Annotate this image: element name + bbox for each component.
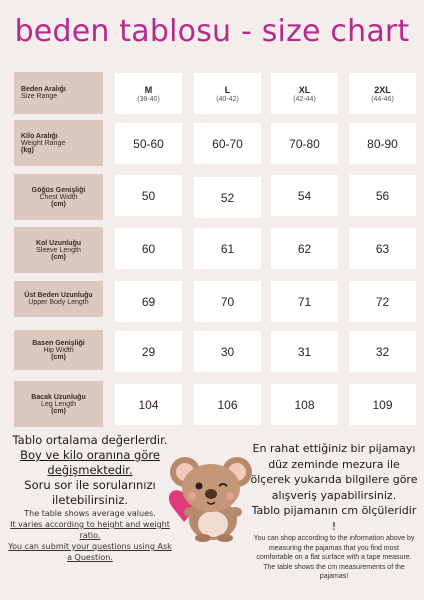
note-cm-en: The table shows the cm measurements of t…: [263, 563, 405, 581]
value-cell: 72: [349, 281, 416, 322]
value-cell: 29: [115, 331, 182, 372]
row-label-en: Weight Range: [21, 139, 66, 147]
note-height-weight-en: It varies according to height and weight…: [10, 520, 170, 540]
size-range: (42-44): [293, 95, 316, 103]
row-label-en: Chest Width: [39, 193, 78, 201]
note-cm: Tablo pijamanın cm ölçüleridir !: [251, 504, 417, 533]
row-label-tr: Göğüs Genişliği: [31, 186, 86, 194]
note-ask-question: Soru sor ile sorularınızı iletebilirsini…: [24, 478, 156, 507]
value-cell: 71: [271, 281, 338, 322]
row-label-tr: Basen Genişliği: [32, 339, 85, 347]
notes-right: En rahat ettiğiniz bir pijamayı düz zemi…: [250, 441, 418, 582]
value-cell: 54: [271, 175, 338, 216]
size-header-l: L (40-42): [194, 73, 261, 114]
value-cell: 80-90: [349, 123, 416, 164]
row-label-unit: (cm): [51, 253, 66, 261]
value-cell: 109: [349, 384, 416, 425]
row-label-unit: (cm): [51, 200, 66, 208]
size-header-xl: XL (42-44): [271, 73, 338, 114]
value-cell: 60: [115, 228, 182, 269]
header-label-en: Size Range: [21, 93, 58, 100]
size-range: (38-40): [137, 95, 160, 103]
value-cell: 32: [349, 331, 416, 372]
note-average: Tablo ortalama değerlerdir.: [12, 433, 168, 447]
value-cell: 106: [194, 384, 261, 425]
value-cell: 62: [271, 228, 338, 269]
notes-left: Tablo ortalama değerlerdir. Boy ve kilo …: [6, 433, 174, 563]
value-cell: 104: [115, 384, 182, 425]
size-name: M: [144, 84, 153, 95]
note-measure-en: You can shop according to the informatio…: [253, 535, 415, 561]
row-label-unit: (cm): [51, 353, 66, 361]
value-cell: 70-80: [271, 123, 338, 164]
row-label-tr: Bacak Uzunluğu: [31, 393, 86, 401]
row-label-tr: Kol Uzunluğu: [35, 239, 82, 247]
koala-holding-heart-icon: [168, 457, 252, 542]
row-label-unit: (cm): [51, 407, 66, 415]
header-label: Beden Aralığı Size Range: [14, 72, 103, 114]
row-label-leg: Bacak Uzunluğu Leg Length (cm): [14, 381, 103, 427]
note-height-weight: Boy ve kilo oranına göre değişmektedir.: [20, 448, 160, 477]
size-name: L: [224, 84, 231, 95]
value-cell: 61: [194, 228, 261, 269]
row-label-tr: Üst Beden Uzunluğu: [24, 292, 93, 299]
row-label-sleeve: Kol Uzunluğu Sleeve Length (cm): [14, 227, 103, 273]
row-label-unit: (kg): [21, 146, 34, 154]
value-cell: 31: [271, 331, 338, 372]
value-cell: 63: [349, 228, 416, 269]
value-cell: 60-70: [194, 123, 261, 164]
row-label-hip: Basen Genişliği Hip Width (cm): [14, 330, 103, 370]
note-average-en: The table shows average values.: [24, 509, 156, 518]
value-cell: 50-60: [115, 123, 182, 164]
row-label-upper-body: Üst Beden Uzunluğu Upper Body Length: [14, 281, 103, 317]
value-cell: 50: [115, 175, 182, 216]
header-label-tr: Beden Aralığı: [21, 86, 66, 93]
value-cell: 108: [271, 384, 338, 425]
row-label-chest: Göğüs Genişliği Chest Width (cm): [14, 174, 103, 220]
size-range: (40-42): [216, 95, 239, 103]
row-label-tr: Kilo Aralığı: [21, 132, 58, 140]
size-header-m: M (38-40): [115, 73, 182, 114]
value-cell: 30: [194, 331, 261, 372]
row-label-weight: Kilo Aralığı Weight Range (kg): [14, 120, 103, 166]
value-cell: 56: [349, 175, 416, 216]
note-ask-question-en: You can submit your questions using Ask …: [8, 542, 172, 562]
size-name: XL: [298, 84, 311, 95]
value-cell: 70: [194, 281, 261, 322]
page-title: beden tablosu - size chart: [14, 14, 410, 49]
row-label-en: Upper Body Length: [28, 299, 89, 306]
size-name: 2XL: [374, 84, 391, 95]
note-measure: En rahat ettiğiniz bir pijamayı düz zemi…: [250, 442, 418, 502]
value-cell: 52: [194, 177, 261, 218]
row-label-en: Leg Length: [40, 400, 77, 408]
row-label-en: Hip Width: [43, 346, 74, 354]
row-label-en: Sleeve Length: [36, 246, 81, 254]
size-header-2xl: 2XL (44-46): [349, 73, 416, 114]
value-cell: 69: [115, 281, 182, 322]
size-range: (44-46): [371, 95, 394, 103]
